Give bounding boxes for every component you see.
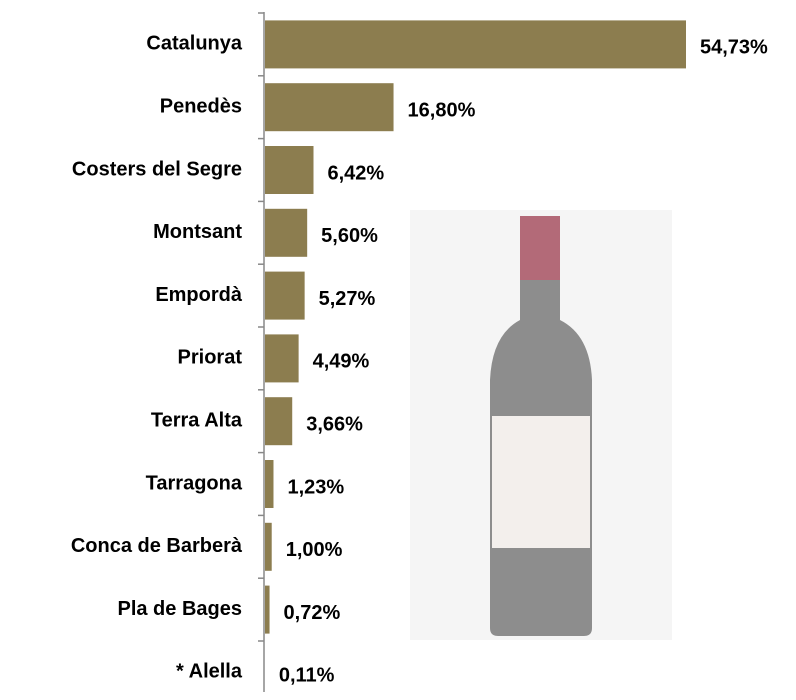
bar	[265, 83, 394, 131]
bar	[265, 272, 305, 320]
bar	[265, 523, 272, 571]
value-label: 5,60%	[321, 225, 378, 247]
value-label: 0,11%	[279, 665, 335, 687]
y-tick-label: Costers del Segre	[72, 158, 242, 180]
y-tick-label: * Alella	[176, 661, 243, 683]
value-label: 3,66%	[306, 413, 363, 435]
value-label: 54,73%	[700, 37, 768, 59]
value-label: 4,49%	[313, 351, 370, 373]
y-tick-label: Montsant	[153, 221, 242, 243]
y-tick-label: Pla de Bages	[117, 598, 242, 620]
value-label: 0,72%	[284, 602, 341, 624]
bar	[265, 586, 270, 634]
y-tick-label: Catalunya	[146, 33, 242, 55]
y-tick-label: Priorat	[178, 347, 243, 369]
value-label: 1,23%	[287, 476, 344, 498]
y-tick-label: Empordà	[155, 284, 243, 306]
y-tick-label: Terra Alta	[151, 409, 243, 431]
bar	[265, 146, 314, 194]
value-label: 5,27%	[319, 288, 376, 310]
bar	[265, 460, 273, 508]
bar	[265, 334, 299, 382]
value-label: 1,00%	[286, 539, 343, 561]
y-tick-label: Penedès	[160, 95, 242, 117]
bottle-illustration	[410, 210, 672, 640]
value-label: 16,80%	[408, 99, 476, 121]
y-tick-label: Conca de Barberà	[71, 535, 243, 557]
bar	[265, 20, 686, 68]
value-label: 6,42%	[328, 162, 385, 184]
bottle-label	[492, 416, 590, 548]
page: {"chart_data": {"type": "barh", "categor…	[0, 0, 796, 700]
bar	[265, 397, 292, 445]
bar	[265, 209, 307, 257]
y-tick-label: Tarragona	[146, 472, 243, 494]
chart: Catalunya 54,73% Penedès 16,80% Costers del …	[0, 0, 796, 700]
bottle-cap	[520, 216, 560, 280]
